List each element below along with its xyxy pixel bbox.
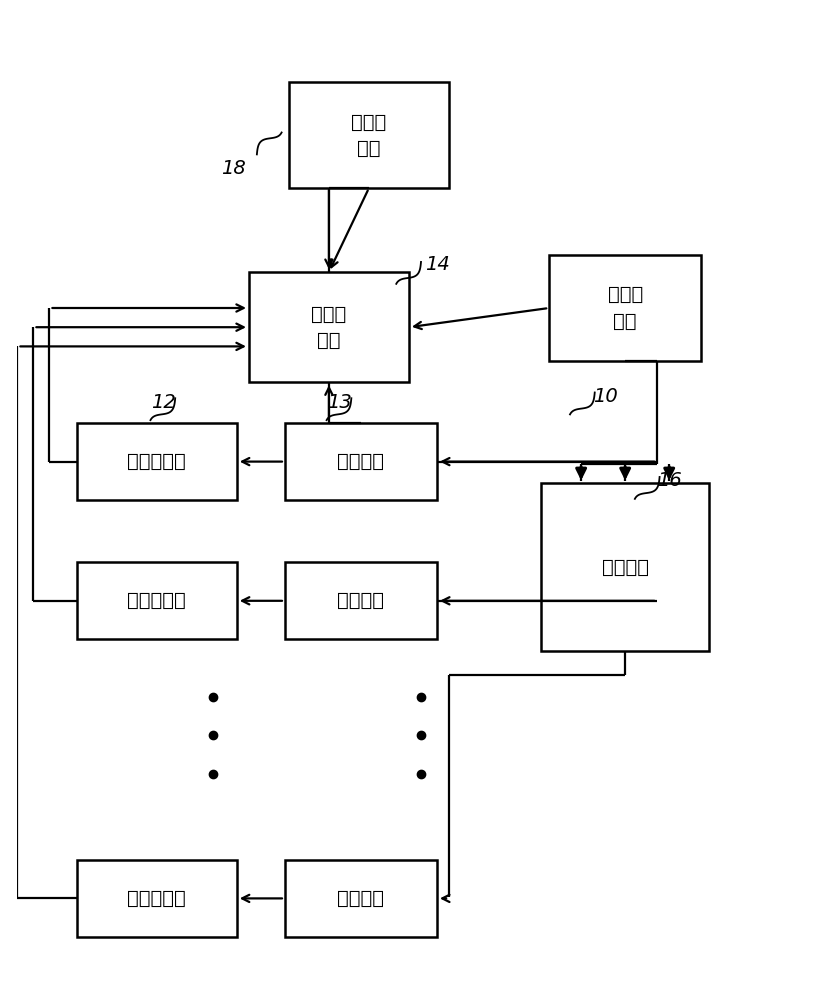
FancyBboxPatch shape <box>77 423 237 500</box>
Text: 读取装置: 读取装置 <box>338 591 384 610</box>
FancyBboxPatch shape <box>541 483 709 651</box>
FancyBboxPatch shape <box>249 272 409 382</box>
FancyBboxPatch shape <box>285 423 437 500</box>
Text: 交易服务器: 交易服务器 <box>128 452 186 471</box>
Text: 14: 14 <box>425 255 450 274</box>
FancyBboxPatch shape <box>285 562 437 639</box>
Text: 18: 18 <box>221 159 245 178</box>
Text: 个人数
据库: 个人数 据库 <box>351 112 387 158</box>
Text: 交易服务器: 交易服务器 <box>128 889 186 908</box>
Text: 商家数
据库: 商家数 据库 <box>607 285 643 331</box>
FancyBboxPatch shape <box>77 562 237 639</box>
FancyBboxPatch shape <box>77 860 237 937</box>
FancyBboxPatch shape <box>285 860 437 937</box>
Text: 10: 10 <box>593 387 618 406</box>
Text: 12: 12 <box>151 393 176 412</box>
Text: 应用服
务器: 应用服 务器 <box>311 304 347 350</box>
FancyBboxPatch shape <box>289 82 449 188</box>
Text: 13: 13 <box>327 393 352 412</box>
Text: 读取装置: 读取装置 <box>338 452 384 471</box>
Text: 移动设备: 移动设备 <box>601 558 649 577</box>
Text: 交易服务器: 交易服务器 <box>128 591 186 610</box>
Text: 16: 16 <box>657 471 682 490</box>
Text: 读取装置: 读取装置 <box>338 889 384 908</box>
FancyBboxPatch shape <box>549 255 701 361</box>
